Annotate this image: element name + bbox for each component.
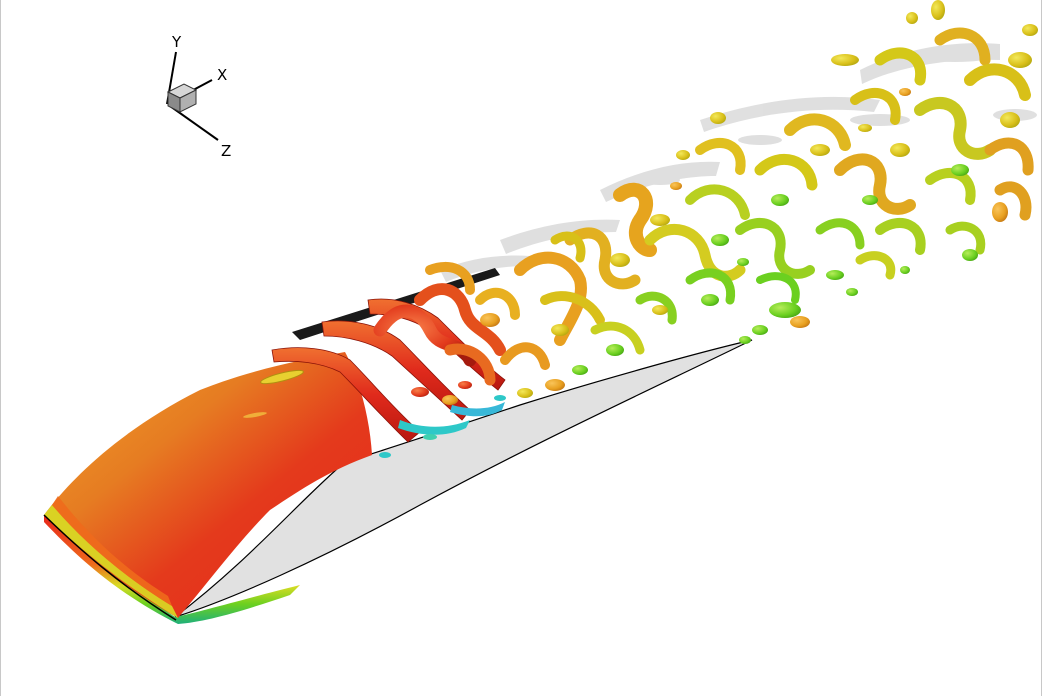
z-axis-line (169, 105, 219, 141)
airfoil-cross-section (174, 339, 753, 618)
airfoil (43, 268, 753, 624)
axis-triad: Y X Z (166, 33, 231, 160)
airfoil-lower-band (44, 515, 300, 624)
x-axis-label: X (217, 66, 227, 84)
axis-cube-icon (166, 83, 198, 113)
z-axis-label: Z (221, 142, 231, 160)
vortex-fragments (411, 0, 1038, 405)
y-axis-label: Y (171, 33, 182, 51)
airfoil-upper-surface (44, 352, 372, 618)
vortex-structures (373, 27, 1034, 386)
